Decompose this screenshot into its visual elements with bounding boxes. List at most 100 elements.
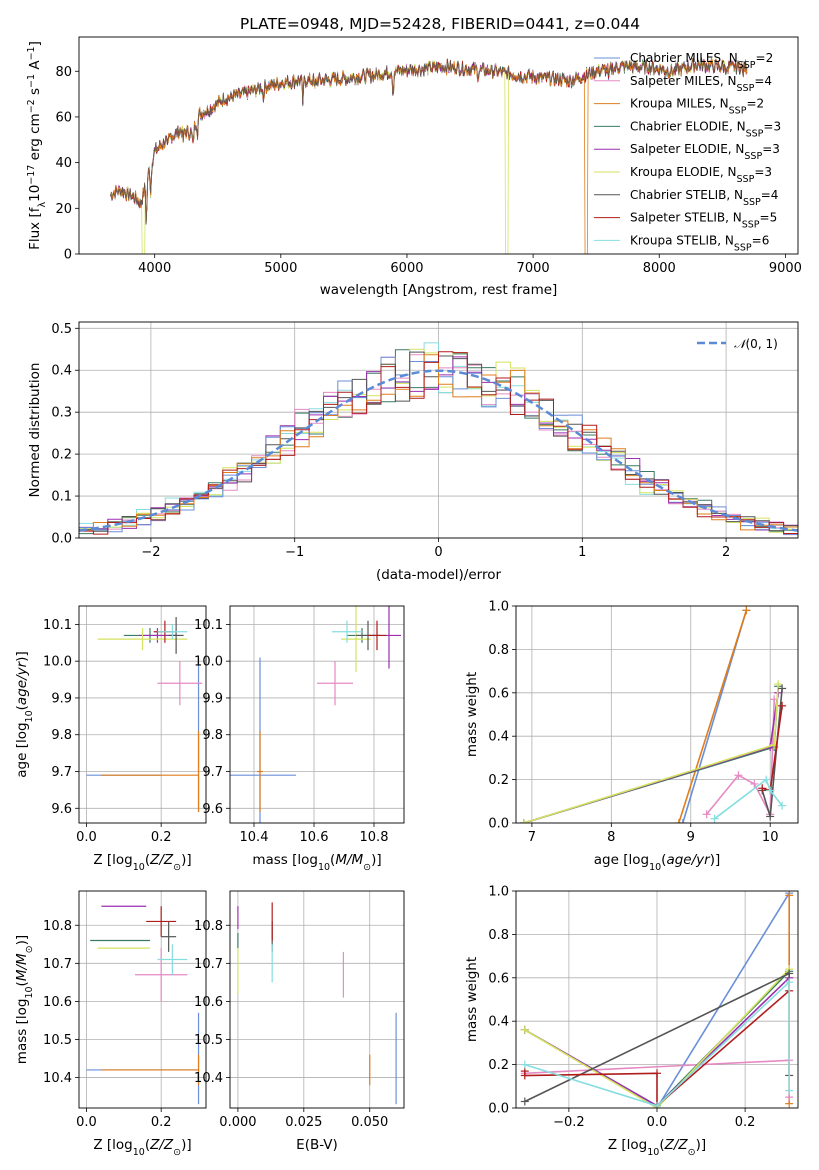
spectrum-y-label-part: λ: [37, 202, 48, 208]
series-line: [523, 684, 779, 823]
massweight_vs_Z-frame: [515, 890, 799, 1109]
y-tick-label: 0.4: [488, 730, 509, 745]
age_vs_mass-x-label-part: )]: [371, 852, 382, 868]
legend-entry-7-part: SSP: [742, 219, 760, 230]
x-tick-label: 8000: [643, 261, 676, 276]
x-tick-label: 8: [607, 830, 615, 845]
series-line: [678, 610, 748, 823]
y-tick-label: 10.4: [43, 1071, 72, 1086]
age_vs_mass-x-label-part: mass [log: [252, 852, 318, 868]
age_vs_Z-y-label: age [log10(age/yr)]: [14, 651, 35, 777]
y-tick-label: 0.2: [51, 448, 72, 463]
series-line: [524, 980, 790, 1107]
legend-entry-3: Chabrier ELODIE, NSSP=3: [630, 119, 781, 139]
x-tick-label: 10.4: [240, 830, 269, 845]
legend-entry-4-part: Salpeter ELODIE, N: [630, 142, 744, 156]
legend-entry-4-part: =3: [762, 142, 780, 156]
spectrum-y-label-part: 10: [27, 185, 43, 202]
x-tick-label: 10.6: [300, 830, 329, 845]
age_vs_mass-x-label-part: M/M: [335, 852, 363, 868]
x-tick-label: 9: [687, 830, 695, 845]
massweight_vs_age-series-2: [674, 606, 751, 823]
x-tick-label: 10: [762, 830, 779, 845]
mass_vs_Z-axes: 0.0 0.2 10.4 10.5 10.6 10.7 10.8: [43, 891, 206, 1130]
age_vs_mass-point-5: [341, 606, 371, 673]
mass_vs_Z-point-7: [146, 906, 177, 937]
x-tick-label: 0.2: [151, 830, 172, 845]
mass_vs_Z-point-8: [157, 944, 188, 975]
mass_vs_Z-y-label-part: ⊙: [24, 945, 35, 953]
mass_vs_Z-y-label-part: )]: [14, 935, 30, 946]
y-tick-label: 10.8: [194, 919, 223, 934]
age_vs_Z-point-2: [101, 731, 200, 812]
massweight_vs_age-x-label-part: )]: [710, 852, 721, 868]
figure-title: PLATE=0948, MJD=52428, FIBERID=0441, z=0…: [240, 15, 640, 33]
spectrum-y-label-part: Flux [f: [27, 206, 43, 250]
spectrum-y-label: Flux [fλ10−17 erg cm−2 s−1 A−1]: [26, 41, 48, 250]
legend-entry-3-part: SSP: [746, 128, 764, 139]
legend-entry-3-part: =3: [763, 119, 781, 133]
y-tick-label: 40: [55, 156, 72, 171]
x-tick-label: 0.000: [219, 1115, 256, 1130]
y-tick-label: 10.5: [194, 1033, 223, 1048]
spectrum-axes: 4000 5000 6000 7000 8000 9000 0 20 40 60 80: [55, 65, 801, 276]
legend-entry-0: Chabrier MILES, NSSP=2: [630, 51, 773, 71]
age_vs_Z-point-6: [168, 617, 184, 654]
y-tick-label: 10.1: [194, 618, 223, 633]
spectrum-frame: [78, 36, 799, 255]
massweight_vs_age-axes: 7 8 9 10 0.0 0.2 0.4 0.6 0.8 1.0: [488, 600, 798, 845]
spectrum-legend: [594, 57, 620, 241]
legend-entry-6-part: Chabrier STELIB, N: [630, 188, 743, 202]
y-tick-label: 10.7: [194, 957, 223, 972]
legend-entry-6-part: SSP: [743, 196, 761, 207]
mass_vs_Z-y-label-part: 10: [24, 986, 35, 998]
spectrum-y-label-part: −1: [26, 74, 37, 88]
mass_vs_Z-x-label-part: ⊙: [173, 1147, 181, 1158]
residuals-y-label: Normed distribution: [27, 363, 43, 498]
massweight_vs_age-frame: [515, 605, 799, 824]
massweight_vs_Z-series-8: [520, 978, 794, 1108]
legend-entry-4-part: SSP: [744, 151, 762, 162]
y-tick-label: 0.2: [488, 773, 509, 788]
legend-entry-1-part: Salpeter MILES, N: [630, 74, 737, 88]
spectrum-y-label-part: s: [27, 88, 43, 99]
y-tick-label: 9.7: [51, 765, 72, 780]
spectrum-series-6: [110, 57, 748, 224]
y-tick-label: 9.7: [202, 765, 223, 780]
age_vs_Z-x-label-part: ⊙: [173, 862, 181, 873]
massweight_vs_age-x-label-part: (: [661, 852, 666, 868]
y-tick-label: 1.0: [488, 885, 509, 900]
age_vs_mass-axes: 10.4 10.6 10.8 9.6 9.7 9.8 9.9 10.0 10.1: [194, 606, 404, 845]
age_vs_Z-point-1: [157, 661, 203, 706]
y-tick-label: 10.6: [43, 995, 72, 1010]
age_vs_Z-point-8: [157, 624, 188, 640]
massweight_vs_age-series-8: [710, 775, 787, 823]
x-tick-label: 7000: [517, 261, 550, 276]
y-tick-label: 0.6: [488, 686, 509, 701]
legend-entry-5-part: =3: [754, 165, 772, 179]
mass_vs_Z-x-label-part: Z/Z: [149, 1137, 174, 1153]
y-tick-label: 10.4: [194, 1071, 223, 1086]
y-tick-label: 0.3: [51, 406, 72, 421]
y-tick-label: 0.4: [488, 1015, 509, 1030]
mass_vs_Z-x-label: Z [log10(Z/Z⊙)]: [93, 1137, 191, 1158]
massweight_vs_Z-y-label: mass weight: [464, 957, 480, 1042]
x-tick-label: −2: [141, 545, 160, 560]
age_vs_mass-x-label: mass [log10(M/M⊙)]: [252, 852, 381, 873]
y-tick-label: 9.6: [51, 802, 72, 817]
massweight_vs_age-x-label-part: 10: [649, 862, 661, 873]
normal-curve: [78, 369, 799, 532]
massweight_vs_age-series-5: [519, 680, 783, 823]
massweight_vs_age-x-label-part: age [log: [594, 852, 649, 868]
legend-normal-entry: 𝒩(0, 1): [734, 337, 778, 351]
x-tick-label: 6000: [390, 261, 423, 276]
age_vs_mass-x-label-part: (: [330, 852, 335, 868]
residuals-frame: [78, 321, 799, 539]
mass_vs_Z-x-label-part: )]: [181, 1137, 192, 1153]
x-tick-label: 0.0: [76, 1115, 97, 1130]
spectrum-y-label-part: erg cm: [27, 113, 43, 164]
mass_vs_EBV-x-label-part: E(B-V): [296, 1137, 338, 1153]
spectrum-y-label-part: −1: [26, 46, 37, 60]
age_vs_Z-x-label-part: )]: [181, 852, 192, 868]
legend-entry-2-part: =2: [746, 97, 764, 111]
